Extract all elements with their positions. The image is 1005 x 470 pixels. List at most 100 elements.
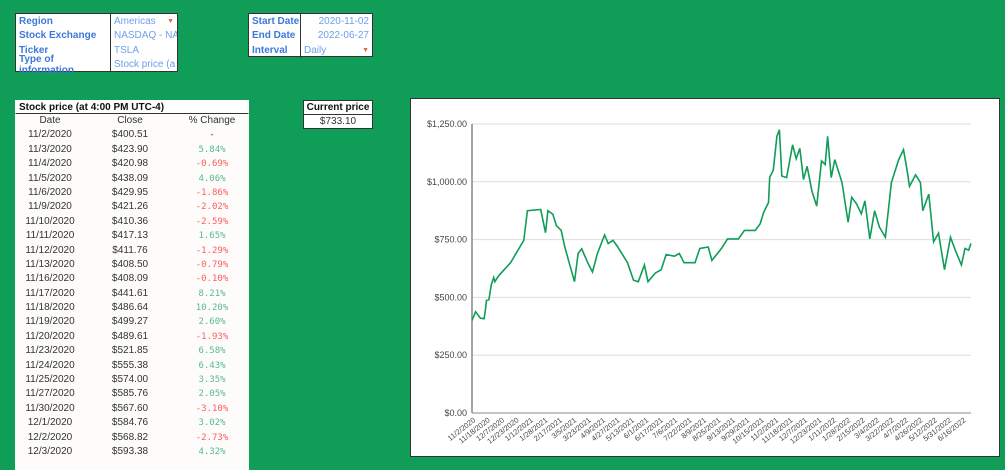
selector-value-type-of-information[interactable]: Stock price (a▼ [111, 58, 177, 73]
cell-date: 11/16/2020 [25, 273, 75, 285]
cell-close: $567.60 [111, 402, 149, 414]
selector-value-ticker[interactable]: TSLA [111, 43, 177, 58]
selector-label: Type of information [16, 54, 111, 76]
table-row: 11/20/2020 $489.61 -1.93% [15, 330, 249, 344]
cell-change: -3.10% [195, 403, 229, 414]
cell-close: $420.98 [111, 158, 149, 170]
cell-change: -0.69% [195, 159, 229, 170]
current-price-value: $733.10 [319, 116, 357, 127]
table-row: 11/27/2020 $585.76 2.05% [15, 387, 249, 401]
cell-date: 11/20/2020 [25, 330, 75, 342]
cell-change: 5.84% [198, 144, 226, 155]
table-row: 11/5/2020 $438.09 4.06% [15, 172, 249, 186]
cell-close: $411.76 [112, 244, 148, 256]
cell-date: 11/17/2020 [25, 287, 75, 299]
selector-row: Interval Daily ▼ [249, 43, 372, 58]
table-row: 11/13/2020 $408.50 -0.79% [15, 258, 249, 272]
cell-change: -1.29% [195, 245, 229, 256]
selector-label: End Date [249, 28, 301, 43]
cell-change: 2.05% [198, 389, 226, 400]
cell-change: -1.86% [195, 187, 229, 198]
cell-date: 11/3/2020 [28, 143, 72, 155]
cell-date: 11/23/2020 [25, 345, 75, 357]
table-title: Stock price (at 4:00 PM UTC-4) [15, 100, 249, 114]
cell-close: $593.38 [111, 445, 149, 457]
table-header-row: Date Close % Change [15, 114, 249, 128]
cell-date: 11/25/2020 [25, 374, 75, 386]
cell-change: -0.10% [195, 274, 229, 285]
current-price-label: Current price [304, 101, 372, 115]
cell-date: 11/5/2020 [28, 172, 72, 184]
series-line-close [471, 129, 972, 321]
cell-change: 6.43% [198, 360, 226, 371]
table-row: 11/9/2020 $421.26 -2.02% [15, 200, 249, 214]
selector-row: Start Date 2020-11-02 [249, 14, 372, 29]
selector-row: End Date 2022-06-27 [249, 28, 372, 44]
table-row: 12/2/2020 $568.82 -2.73% [15, 431, 249, 445]
selector-value-start-date[interactable]: 2020-11-02 [301, 14, 372, 29]
cell-change: 6.58% [198, 346, 226, 357]
y-tick-label: $0.00 [444, 408, 467, 418]
selector-value-interval[interactable]: Daily ▼ [301, 43, 372, 58]
cell-close: $574.00 [111, 374, 149, 386]
stock-price-table: Stock price (at 4:00 PM UTC-4) Date Clos… [15, 100, 249, 470]
selector-value-text: Stock price (a [114, 59, 176, 71]
table-row: 11/30/2020 $567.60 -3.10% [15, 402, 249, 416]
selector-value-region[interactable]: Americas ▼ [111, 14, 177, 29]
selector-value-stock-exchange[interactable]: NASDAQ - NA▼ [111, 29, 177, 44]
cell-date: 11/24/2020 [25, 359, 75, 371]
cell-close: $584.76 [111, 417, 149, 429]
cell-close: $585.76 [111, 388, 149, 400]
table-row: 12/1/2020 $584.76 3.02% [15, 416, 249, 430]
cell-close: $429.95 [111, 186, 149, 198]
header-close: Close [117, 115, 143, 126]
cell-close: $417.13 [111, 230, 149, 242]
line-chart-svg: $0.00 $250.00 $500.00 $750.00 $1,000.00 $1,25… [427, 119, 972, 446]
cell-close: $489.61 [111, 330, 149, 342]
cell-date: 12/2/2020 [27, 431, 73, 443]
cell-date: 11/13/2020 [25, 258, 75, 270]
selector-label: Stock Exchange [16, 28, 111, 43]
table-row: 11/24/2020 $555.38 6.43% [15, 359, 249, 373]
cell-change: 10.20% [195, 303, 229, 314]
selector-value-text: TSLA [114, 44, 140, 56]
cell-close: $438.09 [111, 172, 149, 184]
selector-value-text: 2020-11-02 [318, 15, 369, 27]
cell-close: $486.64 [111, 302, 149, 314]
cell-change: -2.02% [195, 202, 229, 213]
cell-change: -2.73% [195, 432, 229, 443]
cell-close: $421.26 [111, 201, 149, 213]
cell-close: $400.51 [111, 129, 149, 141]
selector-value-text: 2022-06-27 [317, 30, 369, 42]
cell-close: $423.90 [111, 143, 149, 155]
dropdown-arrow-icon[interactable]: ▼ [175, 61, 177, 68]
cell-close: $568.82 [111, 431, 149, 443]
cell-change: 3.02% [198, 418, 226, 429]
table-row: 12/3/2020 $593.38 4.32% [15, 445, 249, 459]
table-row: 11/4/2020 $420.98 -0.69% [15, 157, 249, 171]
table-row: 11/10/2020 $410.36 -2.59% [15, 215, 249, 229]
table-row: 11/6/2020 $429.95 -1.86% [15, 186, 249, 200]
table-row: 11/3/2020 $423.90 5.84% [15, 143, 249, 157]
selector-row: Region Americas ▼ [16, 14, 177, 29]
cell-close: $410.36 [111, 215, 149, 227]
cell-change: -1.93% [195, 331, 229, 342]
selector-value-end-date[interactable]: 2022-06-27 [301, 29, 372, 44]
dropdown-arrow-icon[interactable]: ▼ [362, 46, 369, 54]
cell-change: 2.60% [198, 317, 226, 328]
dropdown-arrow-icon[interactable]: ▼ [167, 17, 174, 25]
cell-change: -0.79% [195, 259, 229, 270]
cell-change: -2.59% [195, 216, 229, 227]
cell-date: 11/30/2020 [25, 402, 75, 414]
cell-date: 11/6/2020 [28, 186, 72, 198]
cell-date: 11/11/2020 [25, 230, 75, 242]
y-tick-label: $500.00 [434, 292, 467, 302]
cell-date: 11/19/2020 [25, 316, 75, 328]
table-row: 11/12/2020 $411.76 -1.29% [15, 244, 249, 258]
selector-value-text: Americas [114, 15, 156, 27]
cell-date: 11/12/2020 [25, 244, 75, 256]
cell-change: 4.06% [198, 173, 226, 184]
cell-close: $441.61 [111, 287, 149, 299]
selector-label: Interval [249, 43, 301, 58]
